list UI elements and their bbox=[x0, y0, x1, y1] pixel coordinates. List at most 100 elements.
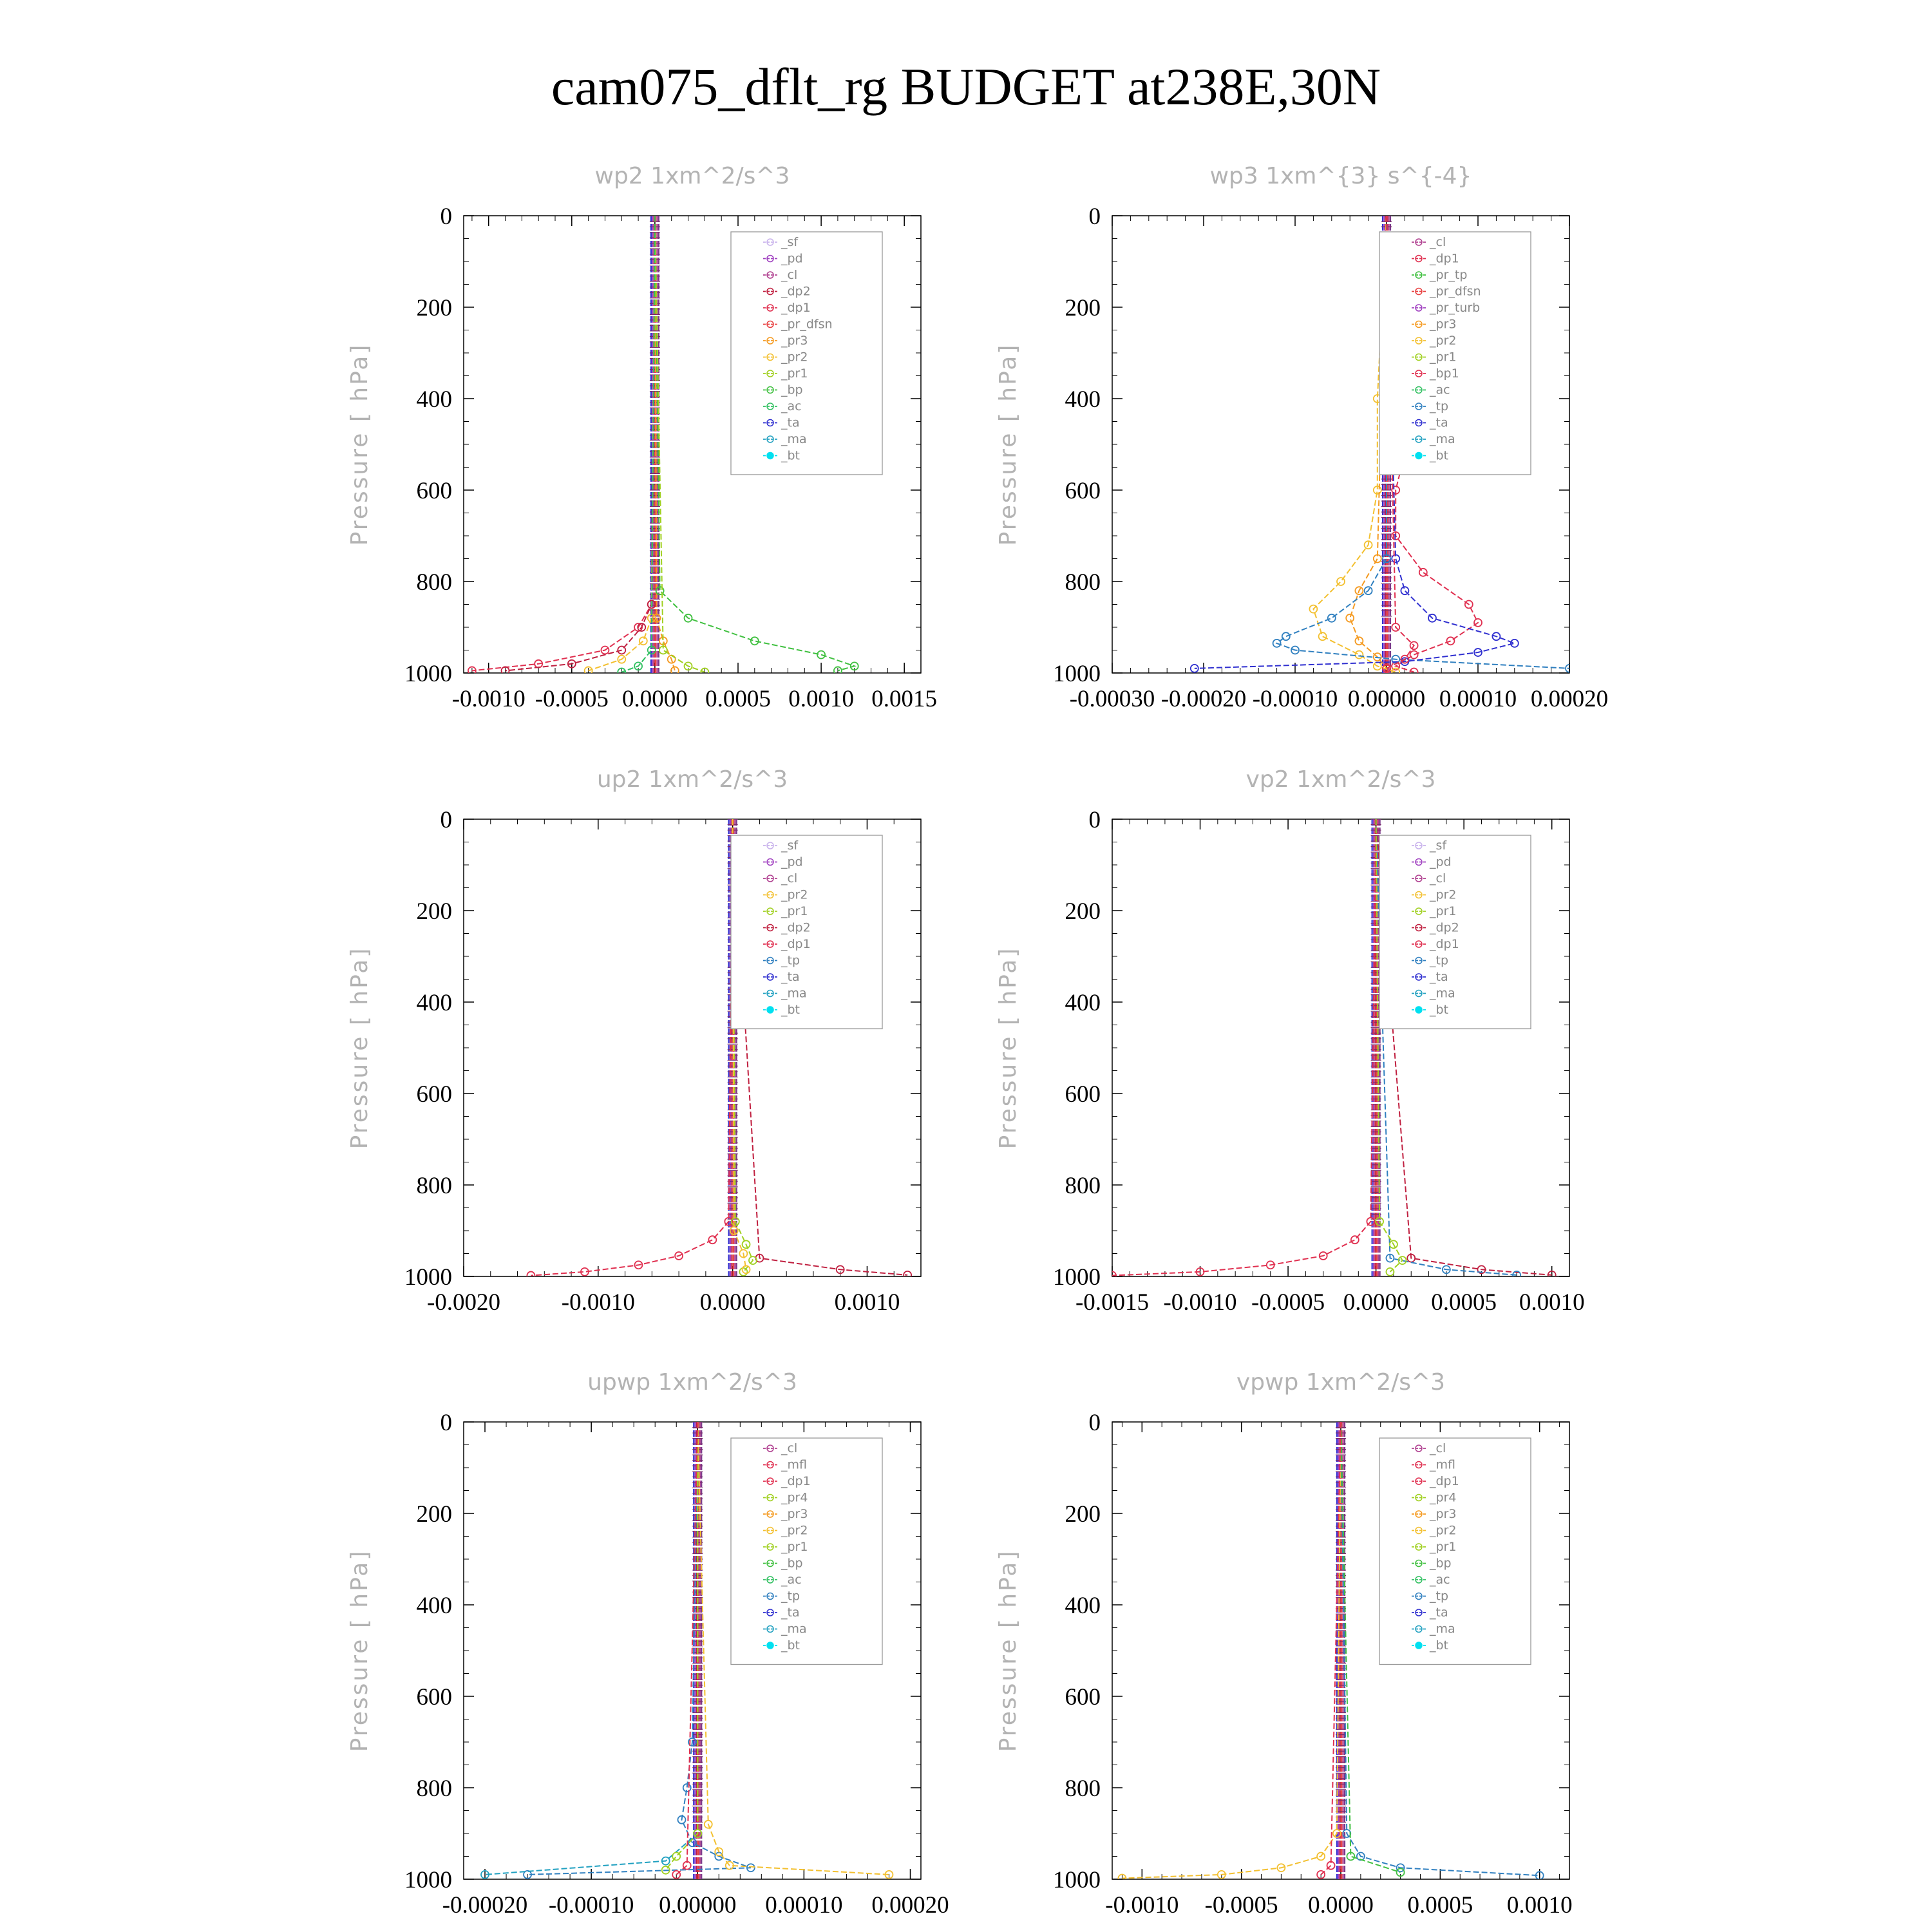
y-tick-label: 600 bbox=[1065, 478, 1101, 504]
legend-entry: _pr2 bbox=[1429, 1524, 1456, 1538]
legend-entry: _ma bbox=[1429, 987, 1455, 1001]
legend-entry: _ta bbox=[1429, 416, 1448, 430]
series-point bbox=[1350, 1235, 1359, 1245]
series-line-dp1 bbox=[676, 1422, 699, 1875]
legend-entry: _bp bbox=[1429, 1557, 1452, 1571]
series-line-pr2 bbox=[1122, 1422, 1341, 1879]
legend-marker bbox=[766, 891, 774, 899]
series-line-pr1 bbox=[654, 216, 705, 673]
chart-panel-3: up2 1xm^2/s^3 Pressure [ hPa] 0 200 400 600 80… bbox=[346, 766, 922, 1316]
panel-title: wp2 1xm^2/s^3 bbox=[595, 163, 790, 189]
series-point bbox=[634, 1260, 643, 1270]
series-point bbox=[1400, 657, 1410, 667]
legend-marker bbox=[766, 1526, 774, 1535]
series-point bbox=[1281, 632, 1291, 641]
legend-entry: _bp bbox=[781, 383, 803, 397]
legend-marker bbox=[1415, 1543, 1423, 1551]
y-tick-label: 400 bbox=[417, 386, 453, 413]
legend-entry: _ma bbox=[1429, 432, 1455, 446]
series-point bbox=[661, 1856, 670, 1866]
legend-marker bbox=[1415, 238, 1423, 246]
legend-marker bbox=[1415, 875, 1423, 882]
series-point bbox=[1318, 1251, 1328, 1260]
series-line-ta bbox=[1194, 216, 1517, 669]
plot-area bbox=[1112, 819, 1557, 1276]
legend-entry: _ta bbox=[1429, 970, 1448, 984]
legend-marker bbox=[1415, 1592, 1423, 1600]
y-tick-label: 200 bbox=[417, 295, 453, 321]
series-point bbox=[1428, 613, 1437, 623]
series-point bbox=[1189, 664, 1199, 673]
series-point bbox=[1112, 1271, 1117, 1276]
chart-panel-6: vpwp 1xm^2/s^3 Pressure [ hPa] 0 200 400 600 8… bbox=[995, 1369, 1573, 1918]
legend-marker bbox=[766, 304, 774, 312]
series-point bbox=[1363, 540, 1373, 550]
series-point bbox=[1318, 632, 1327, 641]
series-point bbox=[1477, 1265, 1486, 1274]
x-tick-label: -0.0005 bbox=[535, 686, 609, 712]
legend-entry: _dp1 bbox=[1429, 252, 1459, 266]
x-tick-label: 0.0010 bbox=[1507, 1892, 1573, 1918]
legend-marker bbox=[766, 1444, 774, 1452]
x-tick-label: 0.0000 bbox=[622, 686, 688, 712]
series-point bbox=[741, 1240, 751, 1249]
series-point bbox=[583, 666, 593, 673]
series-point bbox=[1547, 1270, 1557, 1276]
series-line-pr3 bbox=[1349, 216, 1387, 669]
legend-marker bbox=[766, 940, 774, 948]
series-point bbox=[600, 645, 610, 655]
legend-marker bbox=[766, 238, 774, 246]
series-point bbox=[1346, 1852, 1356, 1861]
legend-marker bbox=[766, 1006, 774, 1014]
legend-entry: _bt bbox=[781, 1003, 800, 1017]
legend-entry: _dp1 bbox=[781, 301, 811, 315]
legend-marker bbox=[1415, 989, 1423, 998]
legend-marker bbox=[1415, 370, 1423, 377]
series-point bbox=[1316, 1870, 1326, 1879]
chart-panel-1: wp2 1xm^2/s^3 Pressure [ hPa] 0 200 400 600 80… bbox=[346, 163, 937, 712]
series-point bbox=[746, 1863, 755, 1873]
y-tick-label: 400 bbox=[417, 990, 453, 1016]
series-point bbox=[1473, 648, 1482, 657]
series-point bbox=[1385, 1253, 1395, 1263]
legend-marker bbox=[1415, 956, 1423, 965]
legend-marker bbox=[1415, 907, 1423, 915]
series-point bbox=[1396, 1868, 1405, 1877]
y-tick-label: 0 bbox=[1089, 204, 1101, 230]
x-tick-label: -0.00020 bbox=[1161, 686, 1247, 712]
y-axis-label: Pressure [ hPa] bbox=[995, 1549, 1021, 1752]
series-point bbox=[1391, 531, 1401, 540]
legend-entry: _bt bbox=[1429, 1003, 1448, 1017]
series-point bbox=[1492, 632, 1501, 641]
series-point bbox=[1382, 664, 1391, 673]
legend-marker bbox=[766, 1592, 774, 1600]
legend-marker bbox=[766, 1543, 774, 1551]
x-tick-label: 0.00010 bbox=[1439, 686, 1517, 712]
y-tick-label: 800 bbox=[417, 569, 453, 596]
legend-marker bbox=[1415, 1576, 1423, 1584]
series-point bbox=[1354, 636, 1364, 646]
legend-entry: _dp1 bbox=[1429, 937, 1459, 951]
legend-entry: _pr2 bbox=[781, 350, 808, 365]
series-point bbox=[683, 613, 693, 623]
legend-entry: _bt bbox=[781, 449, 800, 463]
legend-entry: _ta bbox=[1429, 1605, 1448, 1620]
legend-marker bbox=[1415, 1006, 1423, 1014]
series-point bbox=[703, 1819, 713, 1829]
series-line-pr3 bbox=[654, 216, 676, 671]
legend-marker bbox=[766, 1493, 774, 1502]
series-point bbox=[468, 666, 477, 673]
y-tick-label: 1000 bbox=[404, 1867, 452, 1893]
legend-entry: _dp1 bbox=[1429, 1474, 1459, 1488]
series-point bbox=[693, 1829, 703, 1838]
series-point bbox=[1391, 486, 1401, 495]
series-point bbox=[500, 666, 510, 673]
y-tick-label: 200 bbox=[1065, 1501, 1101, 1528]
x-tick-label: -0.0010 bbox=[1163, 1289, 1236, 1316]
legend-entry: _dp1 bbox=[781, 1474, 811, 1488]
series-point bbox=[1382, 554, 1391, 564]
legend-marker bbox=[766, 1576, 774, 1584]
legend-entry: _bt bbox=[781, 1638, 800, 1653]
series-line-ma bbox=[484, 1422, 699, 1875]
legend-entry: _pr2 bbox=[1429, 888, 1456, 902]
